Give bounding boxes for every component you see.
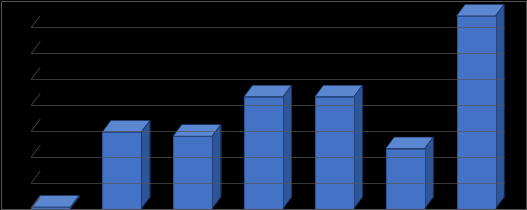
Polygon shape xyxy=(354,85,363,209)
Polygon shape xyxy=(212,125,221,209)
Polygon shape xyxy=(173,136,212,209)
Polygon shape xyxy=(315,85,363,97)
Polygon shape xyxy=(141,121,150,209)
Polygon shape xyxy=(456,4,504,16)
Polygon shape xyxy=(495,4,504,209)
Polygon shape xyxy=(102,132,141,209)
Polygon shape xyxy=(386,137,433,148)
Polygon shape xyxy=(32,207,71,209)
Polygon shape xyxy=(244,97,283,209)
Polygon shape xyxy=(71,196,79,209)
Polygon shape xyxy=(425,137,433,209)
Polygon shape xyxy=(386,148,425,209)
Polygon shape xyxy=(32,196,79,207)
Polygon shape xyxy=(315,97,354,209)
Polygon shape xyxy=(102,121,150,132)
Polygon shape xyxy=(173,125,221,136)
Polygon shape xyxy=(456,16,495,209)
Polygon shape xyxy=(244,85,291,97)
Polygon shape xyxy=(283,85,291,209)
